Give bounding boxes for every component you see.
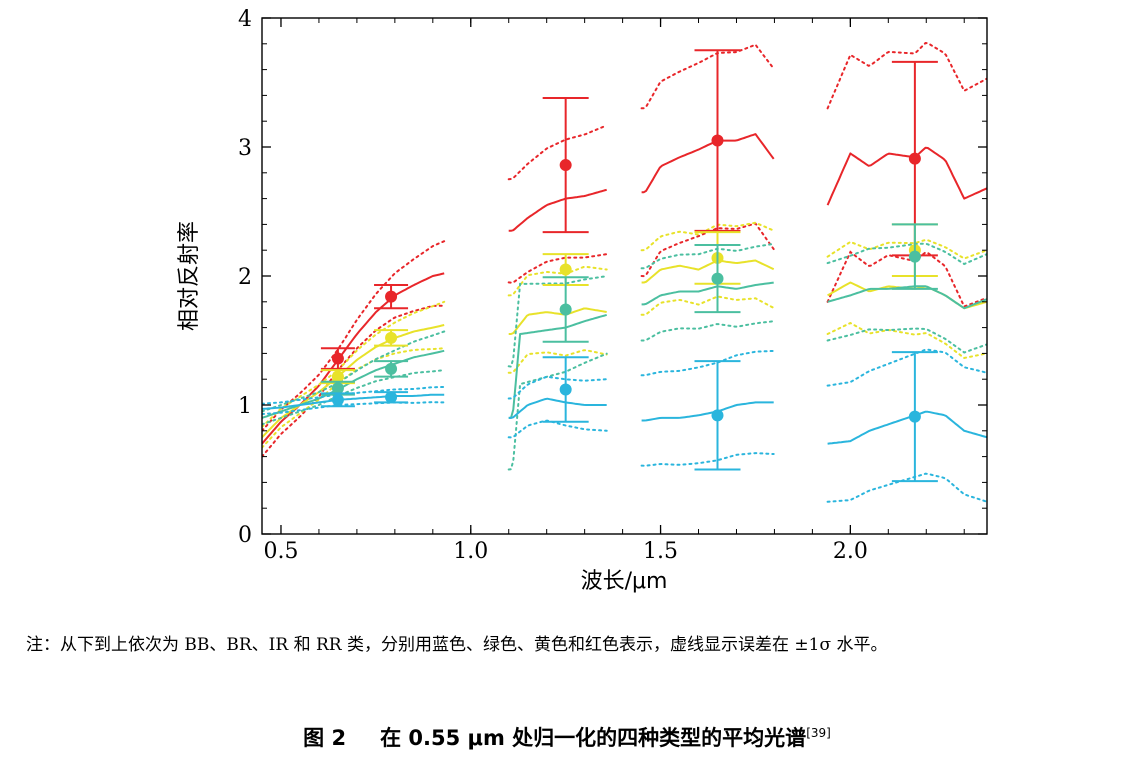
spectra-chart: 0.5 1.0 1.5 2.0 0 1 2 3 4 波长/μm 相对反射率 — [177, 7, 988, 594]
series-3-lower-sigma-0 — [262, 401, 446, 415]
figure-caption: 图 2 在 0.55 μm 处归一化的四种类型的平均光谱[39] — [0, 722, 1134, 752]
plot-frame — [261, 17, 988, 535]
series-0-mean-line-0 — [262, 272, 445, 445]
series-3-lower-sigma-1 — [507, 419, 608, 439]
series-2-marker-0 — [331, 382, 344, 395]
series-3-upper-sigma-3 — [826, 348, 987, 387]
series-3-marker-3 — [711, 409, 724, 422]
series-0-marker-1 — [385, 290, 398, 303]
series-3-marker-1 — [385, 391, 398, 404]
series-1-lower-sigma-3 — [826, 321, 987, 360]
series-2-lower-sigma-1 — [507, 352, 608, 471]
series-2-upper-sigma-1 — [507, 275, 608, 368]
series-1-lower-sigma-2 — [640, 295, 775, 316]
series-0-marker-2 — [559, 159, 572, 172]
series-1-lower-sigma-0 — [262, 347, 446, 449]
series-1-marker-0 — [331, 370, 344, 383]
series-1-marker-2 — [559, 263, 572, 276]
x-tick-label-0: 0.5 — [263, 539, 298, 564]
series-0-lower-sigma-3 — [826, 250, 987, 308]
series-1-mean-line-1 — [508, 307, 607, 335]
series-0-mean-line-3 — [826, 146, 987, 206]
x-axis-title: 波长/μm — [581, 569, 668, 594]
plot-series — [262, 41, 987, 503]
series-2-marker-3 — [711, 272, 724, 285]
series-1-mean-line-2 — [641, 259, 775, 284]
series-2-marker-2 — [559, 303, 572, 316]
series-3-upper-sigma-1 — [507, 375, 608, 400]
series-3-marker-2 — [559, 383, 572, 396]
series-0-upper-sigma-0 — [262, 240, 446, 432]
x-tick-label-3: 2.0 — [833, 539, 868, 564]
series-0-upper-sigma-3 — [826, 41, 987, 110]
series-1-lower-sigma-1 — [507, 349, 608, 374]
series-3-upper-sigma-2 — [640, 349, 775, 377]
series-2-lower-sigma-2 — [640, 320, 775, 342]
series-2-mean-line-2 — [641, 281, 774, 306]
y-tick-label-1: 1 — [238, 394, 252, 419]
series-2-mean-line-0 — [262, 349, 445, 419]
series-3-mean-line-1 — [508, 397, 607, 419]
series-3-mean-line-0 — [262, 393, 445, 410]
plot-markers — [320, 49, 938, 483]
series-1-upper-sigma-3 — [826, 238, 987, 260]
series-0-mean-line-1 — [508, 188, 607, 232]
series-0-upper-sigma-1 — [507, 124, 608, 181]
series-2-lower-sigma-0 — [262, 369, 446, 426]
figure-title: 在 0.55 μm 处归一化的四种类型的平均光谱 — [380, 726, 807, 750]
series-0-upper-sigma-2 — [640, 43, 775, 110]
y-tick-label-0: 0 — [238, 523, 252, 548]
series-1-marker-1 — [385, 331, 398, 344]
figure-number: 图 2 — [303, 726, 347, 750]
figure-note: 注：从下到上依次为 BB、BR、IR 和 RR 类，分别用蓝色、绿色、黄色和红色… — [26, 635, 888, 655]
series-3-marker-4 — [908, 410, 921, 423]
series-3-lower-sigma-2 — [640, 452, 775, 467]
x-tick-label-2: 1.5 — [643, 539, 678, 564]
x-axis: 0.5 1.0 1.5 2.0 — [263, 18, 965, 564]
y-tick-label-2: 2 — [238, 265, 252, 290]
series-0-marker-4 — [908, 152, 921, 165]
x-tick-label-1: 1.0 — [453, 539, 488, 564]
series-2-upper-sigma-3 — [826, 242, 987, 266]
y-axis: 0 1 2 3 4 — [238, 7, 987, 548]
figure-reference: [39] — [806, 726, 831, 740]
series-3-mean-line-2 — [641, 401, 774, 422]
series-0-lower-sigma-0 — [262, 304, 446, 458]
series-1-mean-line-0 — [262, 324, 445, 438]
series-2-upper-sigma-2 — [640, 242, 775, 270]
series-1-upper-sigma-1 — [507, 265, 608, 297]
series-2-mean-line-3 — [827, 285, 987, 310]
series-0-mean-line-2 — [641, 133, 775, 194]
series-3-lower-sigma-3 — [826, 472, 987, 503]
series-3-mean-line-3 — [827, 410, 987, 445]
y-tick-label-3: 3 — [238, 136, 252, 161]
series-0-lower-sigma-1 — [507, 253, 608, 284]
series-0-marker-3 — [711, 134, 724, 147]
y-tick-label-4: 4 — [238, 7, 252, 32]
series-2-marker-4 — [908, 250, 921, 263]
series-0-marker-0 — [331, 352, 344, 365]
series-2-mean-line-1 — [508, 313, 607, 419]
series-2-marker-1 — [385, 362, 398, 375]
series-3-marker-0 — [331, 393, 344, 406]
series-1-upper-sigma-2 — [640, 221, 775, 252]
series-2-lower-sigma-3 — [826, 327, 987, 354]
y-axis-title: 相对反射率 — [177, 221, 202, 331]
